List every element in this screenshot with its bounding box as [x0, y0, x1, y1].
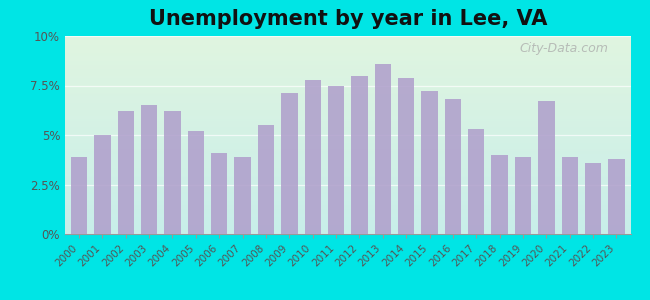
Bar — [188, 131, 204, 234]
Bar — [141, 105, 157, 234]
Bar — [235, 157, 251, 234]
Bar — [491, 155, 508, 234]
Bar — [562, 157, 578, 234]
Bar — [351, 76, 368, 234]
Bar — [304, 80, 321, 234]
Bar — [118, 111, 134, 234]
Bar — [445, 99, 461, 234]
Bar — [94, 135, 111, 234]
Bar — [211, 153, 227, 234]
Bar — [281, 93, 298, 234]
Bar — [608, 159, 625, 234]
Bar — [258, 125, 274, 234]
Bar — [515, 157, 531, 234]
Bar — [164, 111, 181, 234]
Bar — [328, 85, 345, 234]
Bar — [398, 78, 414, 234]
Text: City-Data.com: City-Data.com — [519, 42, 608, 55]
Bar — [538, 101, 554, 234]
Bar — [374, 64, 391, 234]
Bar — [421, 92, 437, 234]
Bar — [71, 157, 87, 234]
Bar — [585, 163, 601, 234]
Bar — [468, 129, 484, 234]
Title: Unemployment by year in Lee, VA: Unemployment by year in Lee, VA — [149, 9, 547, 29]
